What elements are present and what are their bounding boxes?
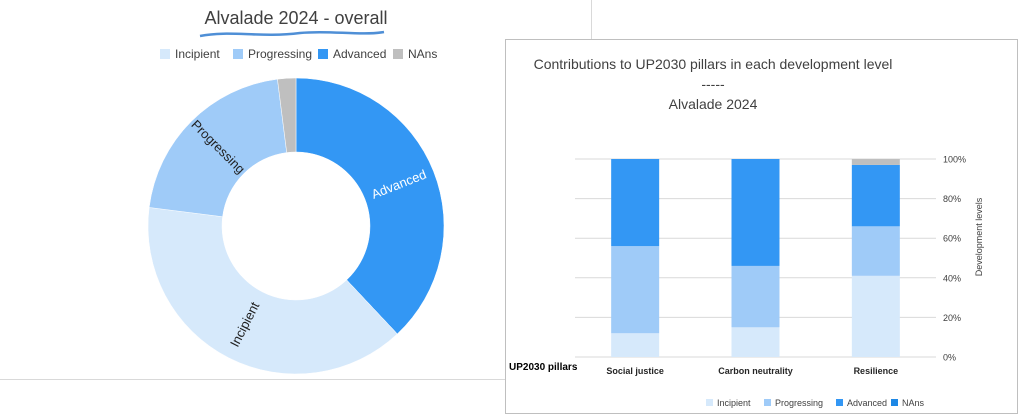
x-tick-label-social-justice: Social justice (606, 366, 664, 376)
bar-legend-label-incipient: Incipient (717, 398, 751, 408)
bar-chart-subtitle: Alvalade 2024 (669, 96, 758, 112)
y-axis-tick-labels: 0% 20% 40% 60% 80% 100% (943, 155, 966, 363)
donut-slice-nans (277, 77, 297, 153)
y-tick-label-20: 20% (943, 313, 961, 323)
bar-social-justice-progressing (611, 246, 660, 334)
bar-carbon-neutrality-progressing (731, 265, 780, 328)
y-tick-label-80: 80% (943, 194, 961, 204)
donut-chart-title: Alvalade 2024 - overall (204, 8, 387, 28)
y-tick-label-40: 40% (943, 273, 961, 283)
stacked-bar-chart: Contributions to UP2030 pillars in each … (509, 56, 984, 408)
bar-carbon-neutrality-incipient (731, 327, 780, 357)
title-underline (199, 30, 385, 38)
bar-resilience-advanced (851, 164, 900, 227)
bar-chart-title-separator: ----- (701, 76, 725, 92)
y-tick-label-60: 60% (943, 234, 961, 244)
donut-chart: Alvalade 2024 - overall Incipient Progres… (147, 8, 445, 375)
donut-legend-swatch-incipient (160, 49, 170, 59)
donut-slices (147, 77, 445, 375)
donut-legend: Incipient Progressing Advanced NAns (160, 47, 437, 61)
bar-legend-swatch-nans (891, 399, 898, 406)
bar-social-justice-advanced (611, 159, 660, 247)
x-tick-label-carbon-neutrality: Carbon neutrality (718, 366, 793, 376)
donut-slice-progressing (148, 78, 288, 218)
bar-resilience-progressing (851, 226, 900, 276)
x-tick-label-resilience: Resilience (854, 366, 899, 376)
bar-legend-swatch-incipient (706, 399, 713, 406)
y-tick-label-100: 100% (943, 155, 966, 165)
y-axis-label: Development levels (974, 197, 984, 276)
donut-legend-swatch-progressing (233, 49, 243, 59)
donut-legend-label-nans: NAns (408, 47, 437, 61)
bar-chart-legend: Incipient Progressing Advanced NAns (706, 398, 925, 408)
bar-legend-swatch-advanced (836, 399, 843, 406)
bar-resilience-incipient (851, 275, 900, 357)
donut-legend-label-progressing: Progressing (248, 47, 312, 61)
donut-slice-incipient (147, 207, 398, 375)
donut-legend-swatch-advanced (318, 49, 328, 59)
donut-slice-advanced (295, 77, 445, 335)
donut-legend-label-advanced: Advanced (333, 47, 386, 61)
donut-legend-swatch-nans (393, 49, 403, 59)
bar-carbon-neutrality-advanced (731, 159, 780, 266)
bar-chart-panel: Contributions to UP2030 pillars in each … (505, 39, 1018, 414)
bar-chart-bars (611, 159, 900, 357)
x-axis-label: UP2030 pillars (509, 362, 578, 373)
bar-resilience-nans (851, 159, 900, 165)
donut-legend-label-incipient: Incipient (175, 47, 220, 61)
bar-legend-swatch-progressing (764, 399, 771, 406)
bar-chart-title: Contributions to UP2030 pillars in each … (534, 56, 893, 72)
y-tick-label-0: 0% (943, 353, 956, 363)
bar-legend-label-progressing: Progressing (775, 398, 823, 408)
bar-legend-label-advanced: Advanced (847, 398, 887, 408)
bar-legend-label-nans: NAns (902, 398, 925, 408)
x-axis-tick-labels: Social justice Carbon neutrality Resilienc… (606, 366, 898, 376)
bar-social-justice-incipient (611, 333, 660, 357)
donut-chart-panel: Alvalade 2024 - overall Incipient Progres… (0, 0, 592, 380)
